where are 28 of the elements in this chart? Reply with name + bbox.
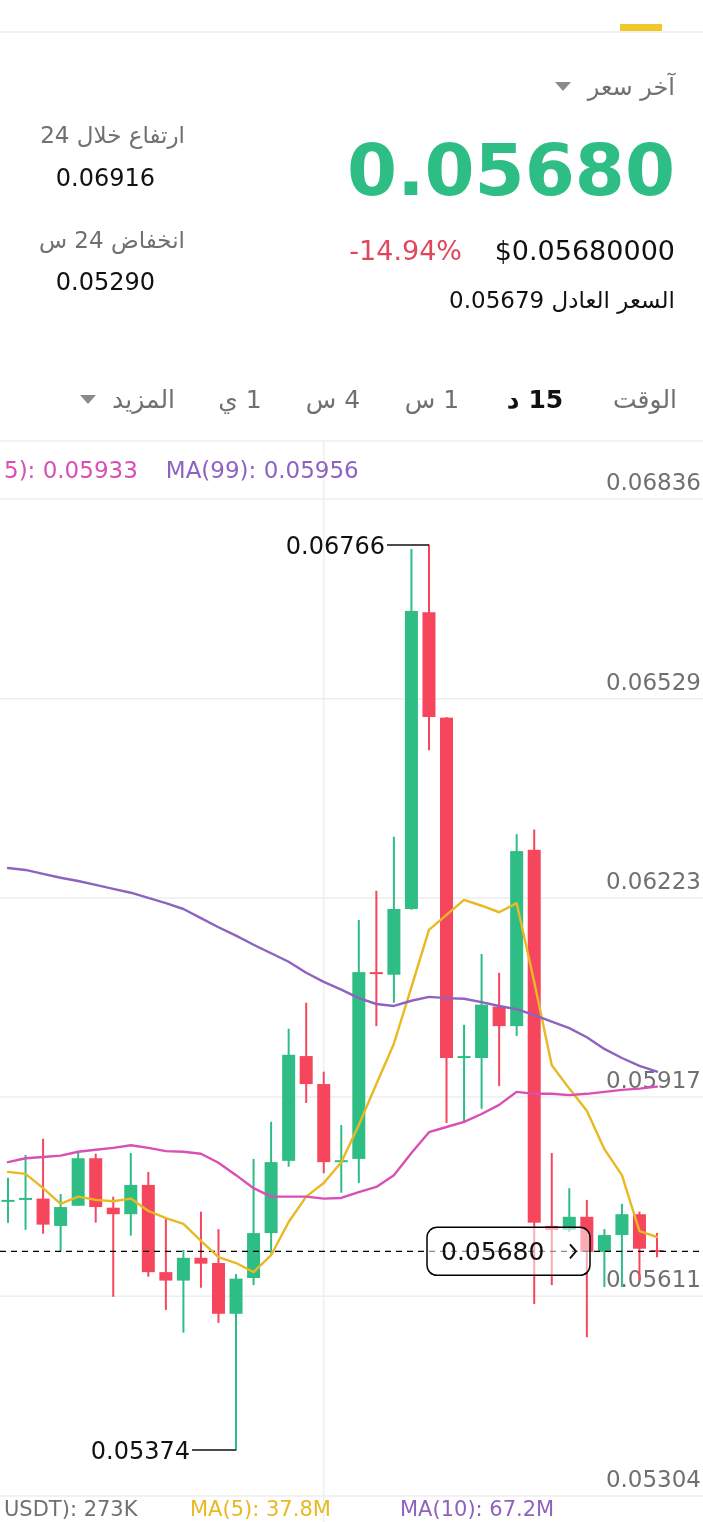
annotation: 0.05374 xyxy=(90,1437,190,1465)
text: آخر سعر xyxy=(586,72,677,101)
annotation: 0.06766 xyxy=(285,532,385,560)
text: ارتفاع خلال 24 xyxy=(40,122,185,149)
text: 5): 0.05933 xyxy=(4,457,138,483)
y-tick-label: 0.05917 xyxy=(605,1067,701,1094)
text: MA(5): 37.8M xyxy=(190,1497,331,1521)
text: $0.05680000 xyxy=(494,235,675,266)
text: المزيد xyxy=(112,385,175,414)
text: 1 ي xyxy=(218,385,262,414)
text: 15 د xyxy=(506,385,564,414)
text: 1 س xyxy=(404,385,460,414)
text: 0.06916 xyxy=(55,164,155,192)
text: USDT): 273K xyxy=(4,1497,139,1521)
text: الوقت xyxy=(613,385,677,414)
text: 4 س xyxy=(305,385,361,414)
y-tick-label: 0.05304 xyxy=(605,1466,701,1492)
text: 0.05680 xyxy=(347,128,675,212)
y-tick-label: 0.06529 xyxy=(605,668,701,695)
ref-line-label: 0.05680 xyxy=(441,1237,545,1267)
text: -14.94% xyxy=(349,235,462,266)
text: MA(99): 0.05956 xyxy=(165,457,359,483)
text: 0.05290 xyxy=(55,268,155,296)
text: MA(10): 67.2M xyxy=(400,1497,555,1521)
y-tick-label: 0.06223 xyxy=(605,867,701,894)
y-tick-label: 0.06836 xyxy=(605,469,701,495)
text: انخفاض 24 س xyxy=(38,227,185,254)
text: السعر العادل 0.05679 xyxy=(449,287,675,314)
